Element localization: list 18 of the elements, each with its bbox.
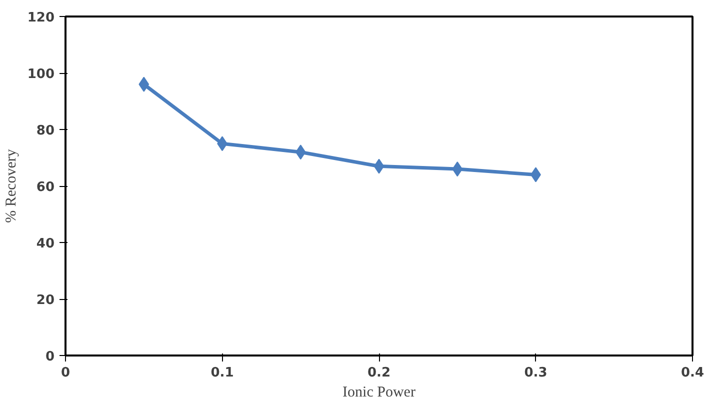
x-tick-label: 0.1 [210,366,234,380]
y-tick-label: 0 [45,350,54,364]
x-tick-label: 0 [60,366,70,380]
y-axis-title: % Recovery [3,148,20,223]
point [374,158,384,174]
point [295,144,306,160]
point [138,76,150,92]
y-tick-label: 100 [27,67,55,82]
x-tick-label: 0.3 [524,366,548,380]
y-tick-label: 60 [36,180,55,195]
point [452,162,463,177]
y-tick-label: 120 [27,10,55,26]
y-tick-label: 20 [36,293,55,308]
x-axis-title: Ionic Power [342,384,416,400]
x-tick-label: 0.2 [367,366,391,380]
x-tick-label: 0.4 [680,366,704,380]
y-tick-label: 80 [36,124,55,138]
y-tick-label: 40 [36,236,55,252]
